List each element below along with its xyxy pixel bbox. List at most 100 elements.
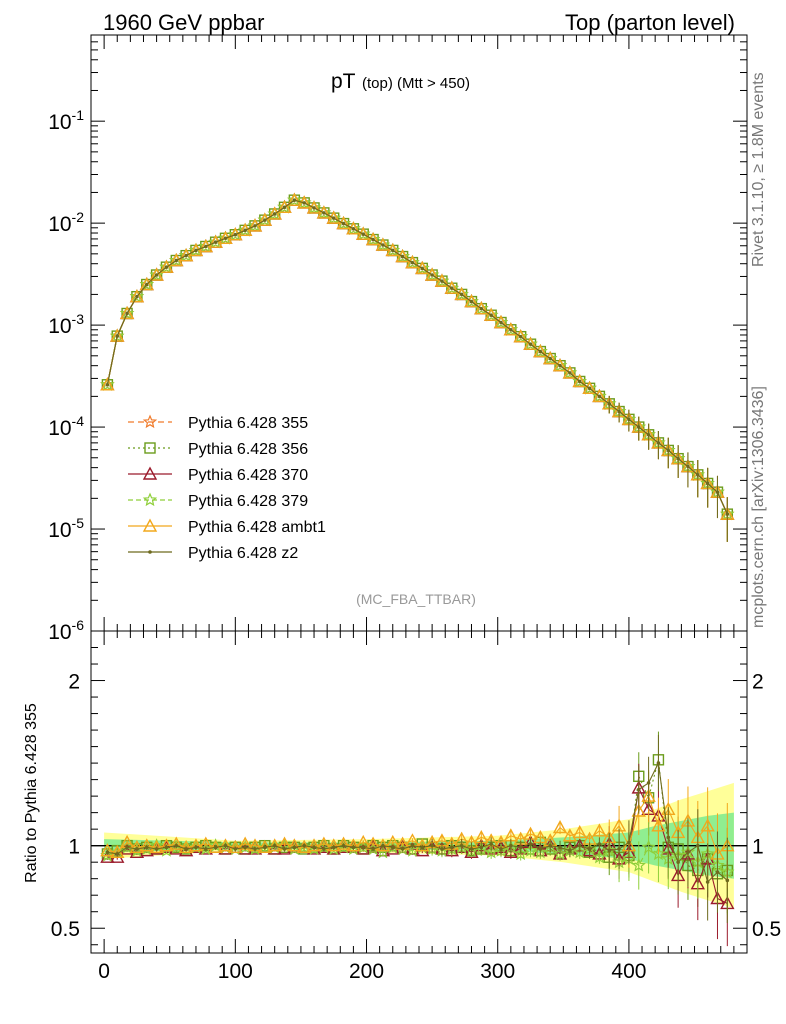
main-data-point	[371, 237, 375, 242]
main-title-suffix: (top) (Mtt > 450)	[362, 75, 470, 92]
ratio-data-point	[351, 845, 356, 850]
main-data-point	[169, 253, 184, 267]
main-data-point	[538, 349, 543, 354]
main-data-point	[562, 365, 578, 379]
legend-marker	[142, 414, 158, 429]
ratio-data-point	[484, 844, 499, 859]
main-data-point	[420, 266, 425, 271]
main-data-point	[306, 200, 322, 214]
legend-marker	[142, 518, 158, 532]
ratio-plot-marks	[91, 731, 747, 947]
main-data-point	[139, 277, 154, 291]
ratio-data-point	[139, 838, 154, 852]
main-data-point	[204, 244, 208, 249]
ratio-data-point	[169, 836, 184, 850]
main-data-point	[110, 328, 125, 342]
main-data-point	[582, 380, 597, 394]
header-left: 1960 GeV ppbar	[103, 10, 264, 35]
main-data-point	[400, 254, 405, 259]
main-data-point	[577, 379, 582, 384]
legend-entry: Pythia 6.428 355	[128, 414, 308, 432]
ratio-data-point	[282, 847, 287, 851]
ratio-data-point	[489, 842, 493, 846]
main-data-point	[676, 456, 680, 461]
ratio-data-point	[509, 843, 513, 848]
main-data-point	[341, 221, 346, 226]
ratio-data-point	[410, 843, 415, 848]
ratio-data-point	[297, 839, 312, 854]
ratio-data-point	[572, 824, 587, 839]
ratio-data-point	[390, 845, 395, 850]
main-data-point	[178, 248, 194, 262]
side-label-mcplots: mcplots.cern.ch [arXiv:1306.3436]	[750, 386, 767, 628]
ratio-data-point	[381, 843, 385, 848]
main-data-point	[135, 294, 139, 299]
ratio-data-point	[656, 761, 661, 765]
ratio-data-point	[213, 845, 218, 850]
main-data-point	[365, 232, 381, 246]
ratio-data-point	[686, 850, 690, 855]
main-data-point	[444, 280, 459, 294]
ratio-xtick-label: 100	[218, 960, 253, 983]
main-data-point	[725, 512, 730, 516]
main-data-point	[434, 273, 450, 287]
main-data-point	[129, 289, 145, 303]
main-data-point	[533, 344, 548, 358]
ratio-data-point	[523, 843, 538, 857]
main-data-point	[405, 255, 420, 269]
main-data-point	[119, 306, 135, 320]
legend-entry: Pythia 6.428 370	[128, 466, 308, 484]
ratio-series-line	[107, 761, 728, 884]
ratio-data-point	[631, 803, 646, 817]
legend-marker	[142, 466, 158, 480]
main-data-point	[105, 382, 110, 387]
watermark: (MC_FBA_TTBAR)	[356, 591, 476, 607]
ratio-data-point	[326, 838, 341, 852]
ratio-data-point	[204, 847, 208, 851]
main-data-point	[331, 216, 336, 220]
legend-marker	[144, 442, 156, 454]
ratio-data-point	[469, 847, 474, 851]
ratio-data-point	[513, 846, 528, 861]
main-data-point	[548, 356, 552, 361]
ratio-data-point	[188, 838, 204, 852]
main-data-point	[174, 258, 179, 263]
ratio-xtick-label: 200	[349, 960, 384, 983]
main-data-point	[705, 481, 710, 486]
main-ytick-label: 10-2	[48, 209, 84, 236]
main-ytick-label: 10-1	[48, 107, 84, 134]
main-data-point	[558, 363, 562, 368]
main-data-point	[312, 206, 316, 210]
main-data-point	[395, 249, 410, 263]
ratio-ytick-label-right: 0.5	[752, 918, 781, 941]
main-data-point	[237, 222, 253, 237]
ratio-data-point	[548, 843, 552, 848]
ratio-data-point	[592, 849, 607, 864]
main-data-point	[272, 212, 277, 216]
legend-label: Pythia 6.428 ambt1	[188, 519, 326, 536]
ratio-data-point	[715, 870, 720, 874]
main-data-point	[164, 265, 169, 269]
main-ytick-label: 10-6	[48, 617, 84, 644]
legend-entry: Pythia 6.428 z2	[128, 545, 298, 562]
ratio-data-point	[400, 847, 405, 851]
ratio-data-point	[125, 845, 129, 850]
main-series-line	[106, 199, 728, 515]
main-data-point	[119, 305, 135, 320]
ratio-data-point	[528, 842, 533, 846]
main-data-point	[125, 311, 129, 316]
main-ytick-label: 10-5	[48, 515, 84, 542]
ratio-data-point	[331, 845, 336, 850]
main-data-point	[552, 358, 568, 372]
legend-marker	[148, 550, 152, 554]
ratio-data-point	[346, 838, 361, 852]
ratio-data-point	[696, 843, 700, 848]
main-series	[105, 198, 730, 542]
main-data-point	[454, 286, 469, 301]
main-data-point	[469, 299, 474, 304]
ratio-data-point	[149, 839, 164, 854]
main-data-point	[617, 409, 621, 414]
main-data-point	[568, 371, 572, 375]
main-data-point	[572, 374, 587, 388]
